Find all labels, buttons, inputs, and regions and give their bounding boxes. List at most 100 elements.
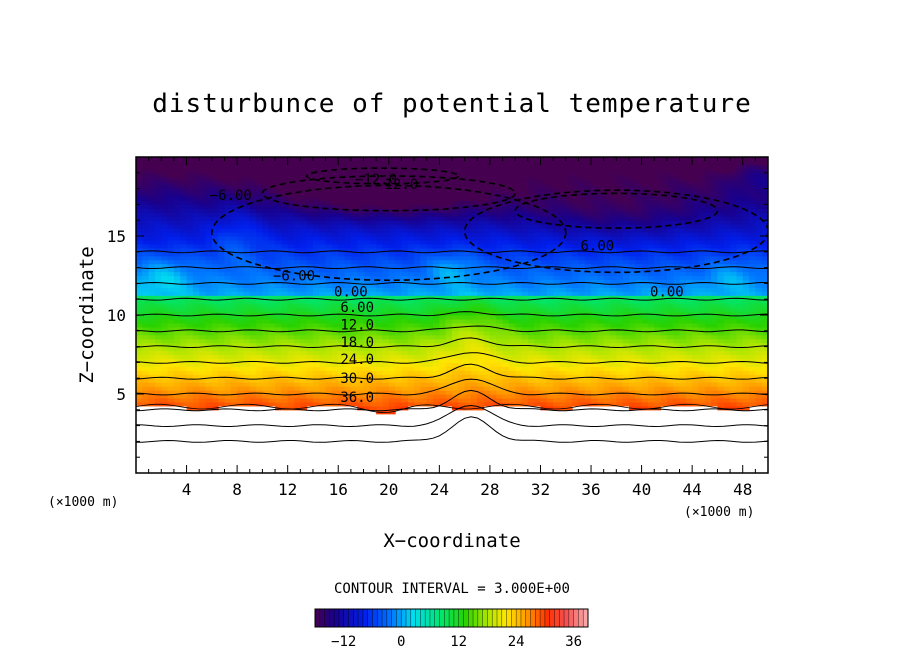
heatmap-cell (312, 283, 320, 288)
heatmap-cell (603, 342, 611, 348)
heatmap-cell (268, 354, 276, 360)
heatmap-cell (597, 397, 605, 403)
heatmap-cell (186, 386, 194, 391)
heatmap-cell (287, 338, 295, 344)
heatmap-cell (192, 354, 200, 360)
heatmap-cell (388, 311, 396, 316)
heatmap-cell (243, 232, 251, 237)
heatmap-cell (477, 275, 485, 281)
heatmap-cell (205, 401, 213, 407)
heatmap-cell (610, 228, 617, 233)
heatmap-cell (281, 220, 289, 225)
heatmap-cell (388, 322, 396, 328)
heatmap-cell (237, 188, 245, 194)
heatmap-cell (470, 251, 478, 257)
heatmap-cell (508, 334, 516, 340)
heatmap-cell (161, 251, 169, 257)
heatmap-cell (287, 164, 295, 170)
heatmap-cell (186, 200, 194, 205)
heatmap-cell (489, 157, 497, 162)
heatmap-cell (369, 220, 377, 225)
heatmap-cell (572, 283, 579, 288)
heatmap-cell (230, 267, 238, 273)
heatmap-cell (433, 228, 440, 233)
heatmap-cell (192, 236, 200, 241)
heatmap-cell (584, 243, 592, 249)
heatmap-cell (180, 184, 188, 190)
heatmap-cell (591, 342, 598, 348)
heatmap-cell (483, 299, 491, 304)
heatmap-cell (376, 232, 384, 237)
heatmap-cell (628, 283, 636, 288)
heatmap-cell (622, 271, 630, 277)
heatmap-cell (142, 176, 150, 182)
heatmap-cell (401, 291, 409, 296)
heatmap-cell (420, 311, 428, 316)
heatmap-cell (584, 330, 592, 336)
heatmap-cell (218, 271, 226, 277)
heatmap-cell (591, 164, 598, 170)
heatmap-cell (559, 370, 567, 375)
heatmap-cell (205, 350, 213, 356)
heatmap-cell (192, 259, 200, 265)
heatmap-cell (275, 184, 282, 190)
heatmap-cell (458, 330, 466, 336)
heatmap-cell (192, 232, 200, 237)
heatmap-cell (294, 366, 301, 371)
heatmap-cell (572, 157, 579, 162)
heatmap-cell (445, 224, 453, 229)
heatmap-cell (287, 318, 295, 324)
heatmap-cell (369, 232, 377, 237)
heatmap-cell (192, 287, 200, 292)
heatmap-cell (565, 188, 573, 194)
heatmap-cell (502, 255, 510, 261)
heatmap-cell (540, 382, 548, 387)
heatmap-cell (350, 303, 358, 308)
heatmap-cell (414, 164, 421, 170)
heatmap-cell (249, 275, 257, 281)
heatmap-cell (534, 346, 542, 352)
heatmap-cell (616, 259, 624, 265)
heatmap-cell (325, 168, 333, 174)
heatmap-cell (262, 164, 270, 170)
heatmap-cell (414, 157, 421, 162)
heatmap-cell (395, 271, 403, 277)
heatmap-cell (237, 157, 245, 162)
heatmap-cell (540, 168, 548, 174)
heatmap-cell (527, 160, 535, 166)
heatmap-cell (224, 299, 232, 304)
heatmap-cell (287, 224, 295, 229)
heatmap-cell (508, 291, 516, 296)
heatmap-cell (572, 362, 579, 367)
heatmap-cell (597, 315, 605, 320)
heatmap-cell (287, 212, 295, 217)
heatmap-cell (218, 267, 226, 273)
heatmap-cell (205, 160, 213, 166)
heatmap-cell (477, 192, 485, 198)
heatmap-cell (306, 358, 314, 363)
heatmap-cell (553, 342, 561, 348)
heatmap-cell (521, 184, 529, 190)
heatmap-cell (262, 271, 270, 277)
heatmap-cell (572, 160, 579, 166)
heatmap-cell (603, 397, 611, 403)
heatmap-cell (161, 386, 169, 391)
heatmap-cell (610, 338, 617, 344)
heatmap-cell (192, 283, 200, 288)
heatmap-cell (287, 291, 295, 296)
heatmap-cell (527, 259, 535, 265)
heatmap-cell (565, 354, 573, 360)
heatmap-cell (224, 239, 232, 245)
heatmap-cell (534, 267, 542, 273)
heatmap-cell (243, 204, 251, 209)
heatmap-cell (489, 259, 497, 265)
heatmap-cell (508, 386, 516, 391)
heatmap-cell (565, 271, 573, 277)
heatmap-cell (559, 157, 567, 162)
heatmap-cell (344, 370, 352, 375)
heatmap-cell (230, 224, 238, 229)
heatmap-cell (142, 160, 150, 166)
heatmap-cell (502, 192, 510, 198)
heatmap-cell (199, 251, 207, 257)
heatmap-cell (433, 354, 440, 360)
